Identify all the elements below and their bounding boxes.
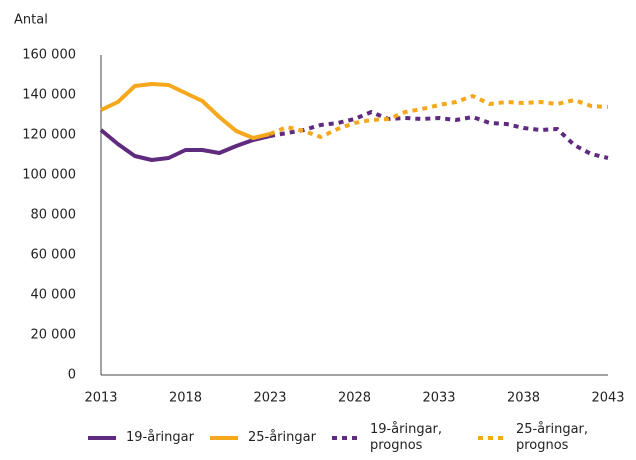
- legend-label: 25-åringar: [247, 430, 316, 445]
- legend-swatch: [209, 436, 238, 440]
- y-tick-label: 120 000: [22, 128, 76, 143]
- legend-item: 19-åringar: [86, 422, 194, 454]
- series-line: [100, 82, 271, 140]
- series-line: [99, 128, 271, 162]
- y-tick-label: 40 000: [31, 288, 77, 303]
- x-tick-label: 2023: [253, 391, 286, 406]
- y-axis-label: Antal: [14, 13, 48, 28]
- legend-swatch: [477, 436, 506, 440]
- legend-item: 25-åringar: [208, 422, 316, 454]
- legend-label: 19-åringar, prognos: [369, 422, 443, 453]
- legend-swatch: [88, 436, 116, 440]
- x-tick-label: 2013: [84, 391, 117, 406]
- series-line: [269, 94, 609, 139]
- series-line: [269, 110, 609, 160]
- legend: 19-åringar 25-åringar 19-åringar, prognos 2…: [86, 422, 622, 454]
- legend-label: 25-åringar, prognos: [515, 422, 589, 453]
- x-tick-label: 2038: [507, 391, 540, 406]
- y-tick-label: 60 000: [31, 248, 77, 263]
- y-tick-label: 100 000: [22, 168, 76, 183]
- x-tick-label: 2033: [422, 391, 455, 406]
- y-tick-label: 80 000: [31, 208, 77, 223]
- y-tick-label: 0: [68, 368, 76, 383]
- chart: Antal 0 20 000 40 000 60 000 80 000 100 000 12…: [14, 13, 625, 406]
- y-tick-label: 20 000: [31, 328, 77, 343]
- x-tick-label: 2043: [591, 391, 624, 406]
- legend-item: 25-åringar, prognos: [476, 422, 608, 454]
- x-tick-label: 2018: [169, 391, 202, 406]
- legend-item: 19-åringar, prognos: [330, 422, 462, 454]
- legend-swatch: [331, 436, 360, 440]
- legend-label: 19-åringar: [126, 430, 194, 445]
- x-tick-label: 2028: [338, 391, 371, 406]
- y-tick-label: 140 000: [22, 88, 76, 103]
- y-tick-label: 160 000: [22, 48, 76, 63]
